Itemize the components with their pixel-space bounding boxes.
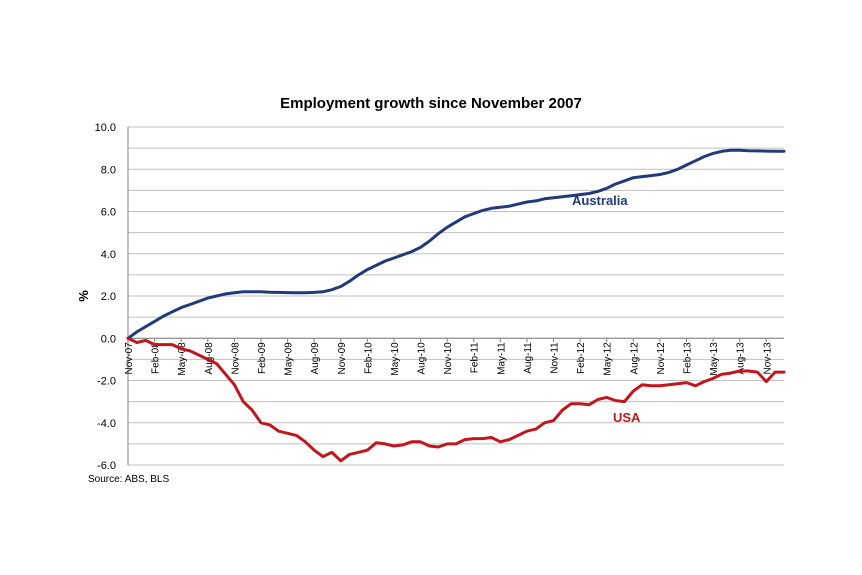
x-tick-label: May-09 xyxy=(284,342,295,376)
y-tick-label: -6.0 xyxy=(97,460,116,472)
x-tick-label: May-13 xyxy=(709,342,720,376)
x-axis-ticks: Nov-07 Feb-08 May-08 Aug-08 Nov-08 Feb-09 May-… xyxy=(124,338,773,376)
x-tick-label: Feb-09 xyxy=(257,342,268,374)
series-lines xyxy=(126,148,786,463)
series-line-australia xyxy=(126,148,786,340)
series-label-australia: Australia xyxy=(572,193,628,208)
x-tick-label: Nov-09 xyxy=(337,342,348,375)
y-tick-label: -4.0 xyxy=(97,418,116,430)
y-tick-label: 10.0 xyxy=(95,122,116,134)
y-tick-label: 0.0 xyxy=(101,333,116,345)
x-tick-label: Feb-08 xyxy=(151,342,162,374)
y-tick-label: 4.0 xyxy=(101,249,116,261)
series-line-usa xyxy=(126,336,786,463)
y-tick-label: 2.0 xyxy=(101,291,116,303)
x-tick-label: Nov-10 xyxy=(443,342,454,375)
x-tick-label: Feb-11 xyxy=(470,342,481,373)
series-label-usa: USA xyxy=(613,410,641,425)
y-tick-label: -2.0 xyxy=(97,376,116,388)
y-tick-label: 8.0 xyxy=(101,164,116,176)
x-tick-label: Nov-08 xyxy=(230,342,241,375)
x-tick-label: Nov-11 xyxy=(550,342,561,374)
x-tick-label: May-11 xyxy=(496,342,507,375)
x-tick-label: May-08 xyxy=(177,342,188,376)
x-tick-label: Aug-12 xyxy=(629,342,640,375)
x-tick-label: Aug-09 xyxy=(310,342,321,375)
source-note: Source: ABS, BLS xyxy=(88,474,169,485)
y-axis-ticks: 10.0 8.0 6.0 4.0 2.0 0.0 -2.0 -4.0 -6.0 xyxy=(95,122,116,472)
x-tick-label: May-12 xyxy=(603,342,614,376)
x-tick-label: Feb-12 xyxy=(576,342,587,374)
x-tick-label: Nov-13 xyxy=(762,342,773,375)
y-tick-label: 6.0 xyxy=(101,207,116,219)
x-tick-label: May-10 xyxy=(390,342,401,376)
x-tick-label: Aug-11 xyxy=(523,342,534,374)
x-tick-label: Nov-12 xyxy=(656,342,667,375)
y-axis-label: % xyxy=(76,290,91,302)
chart-title: Employment growth since November 2007 xyxy=(280,95,582,112)
x-tick-label: Aug-10 xyxy=(417,342,428,375)
gridlines xyxy=(127,126,784,466)
x-tick-label: Feb-10 xyxy=(363,342,374,374)
x-tick-label: Nov-07 xyxy=(124,342,135,375)
x-tick-label: Aug-08 xyxy=(204,342,215,375)
x-tick-label: Aug-13 xyxy=(736,342,747,375)
x-tick-label: Feb-13 xyxy=(682,342,693,374)
